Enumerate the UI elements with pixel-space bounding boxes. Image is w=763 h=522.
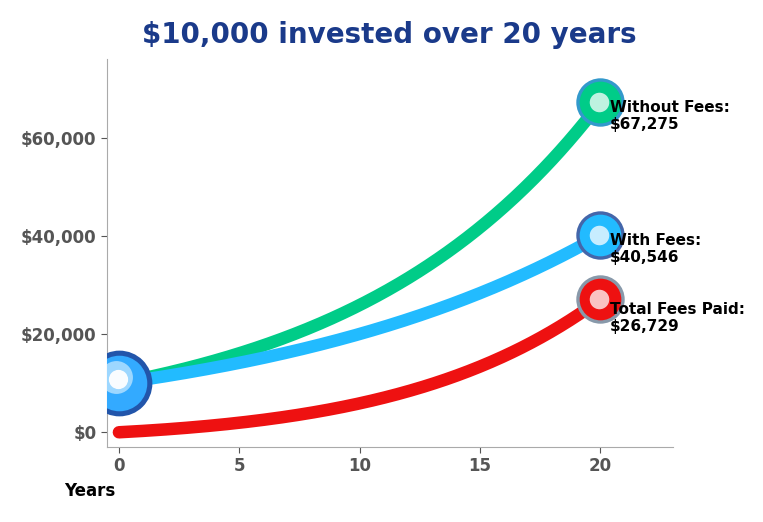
Title: $10,000 invested over 20 years: $10,000 invested over 20 years — [143, 21, 637, 49]
Text: With Fees:
$40,546: With Fees: $40,546 — [610, 233, 701, 265]
Point — [593, 231, 605, 240]
Point — [113, 379, 125, 387]
Point — [594, 98, 607, 106]
Text: Total Fees Paid:
$26,729: Total Fees Paid: $26,729 — [610, 302, 745, 334]
Point — [594, 295, 607, 303]
Point — [111, 375, 124, 384]
Point — [593, 98, 605, 106]
Point — [594, 231, 607, 240]
Point — [593, 295, 605, 303]
Point — [594, 295, 607, 303]
Text: Years: Years — [64, 482, 116, 500]
Point — [594, 231, 607, 240]
Point — [113, 379, 125, 387]
Text: Without Fees:
$67,275: Without Fees: $67,275 — [610, 100, 730, 132]
Point — [110, 373, 122, 382]
Point — [594, 98, 607, 106]
